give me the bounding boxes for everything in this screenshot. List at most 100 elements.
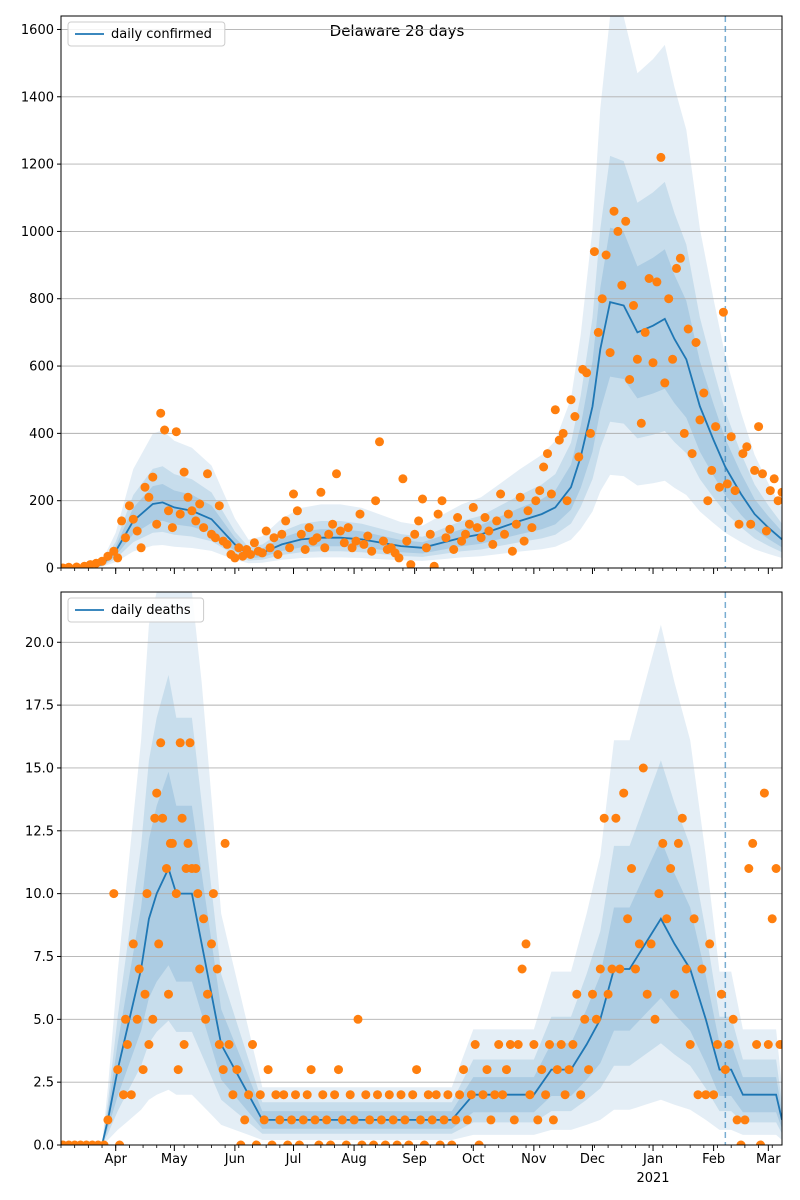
band-inner xyxy=(61,227,782,568)
observed-point xyxy=(509,1115,519,1125)
observed-point xyxy=(619,788,629,798)
x-tick-label: Aug xyxy=(341,1152,366,1167)
observed-point xyxy=(117,516,127,526)
observed-point xyxy=(99,1140,109,1145)
observed-point xyxy=(503,509,513,519)
observed-point xyxy=(617,280,627,290)
deaths-observed-points xyxy=(61,738,782,1145)
observed-point xyxy=(220,838,230,848)
y-tick-label: 1000 xyxy=(21,225,54,240)
observed-point xyxy=(685,1040,695,1049)
observed-point xyxy=(421,543,431,553)
observed-point xyxy=(433,509,443,519)
observed-point xyxy=(140,482,150,492)
observed-point xyxy=(537,1065,547,1075)
observed-point xyxy=(136,543,146,553)
observed-point xyxy=(588,989,597,999)
observed-point xyxy=(576,1090,586,1100)
observed-point xyxy=(683,324,693,334)
observed-point xyxy=(720,1065,730,1075)
observed-point xyxy=(615,964,625,974)
observed-point xyxy=(500,529,509,539)
x-tick-label: Apr xyxy=(104,1152,127,1167)
x-tick-label: May xyxy=(161,1152,188,1167)
observed-point xyxy=(121,1014,130,1024)
y-tick-label: 15.0 xyxy=(25,761,54,776)
observed-point xyxy=(261,526,271,536)
observed-point xyxy=(607,964,617,974)
observed-point xyxy=(447,1140,457,1145)
observed-point xyxy=(121,533,130,543)
observed-point xyxy=(287,1115,297,1125)
y-tick-label: 800 xyxy=(29,292,54,307)
observed-point xyxy=(535,486,545,496)
observed-point xyxy=(173,1065,183,1075)
observed-point xyxy=(716,989,726,999)
observed-point xyxy=(767,914,777,924)
observed-point xyxy=(736,1140,746,1145)
observed-point xyxy=(523,506,533,516)
observed-point xyxy=(726,432,736,442)
observed-point xyxy=(703,496,713,506)
observed-point xyxy=(251,1140,261,1145)
observed-point xyxy=(97,556,107,566)
observed-point xyxy=(359,539,369,549)
observed-point xyxy=(255,1090,265,1100)
observed-point xyxy=(339,538,349,548)
observed-point xyxy=(353,1014,363,1024)
observed-point xyxy=(625,375,635,384)
observed-point xyxy=(365,1115,375,1125)
observed-point xyxy=(324,529,334,539)
observed-point xyxy=(306,1065,316,1075)
observed-point xyxy=(416,1115,425,1125)
observed-point xyxy=(759,788,769,798)
observed-point xyxy=(754,422,764,432)
observed-point xyxy=(701,1090,711,1100)
observed-point xyxy=(259,1115,269,1125)
observed-point xyxy=(375,437,384,447)
confirmed-legend: daily confirmed xyxy=(67,21,226,47)
observed-point xyxy=(609,206,619,216)
observed-point xyxy=(605,348,615,358)
observed-point xyxy=(513,1040,523,1049)
observed-point xyxy=(611,813,621,823)
observed-point xyxy=(533,1115,543,1125)
observed-point xyxy=(597,294,607,304)
observed-point xyxy=(570,412,580,421)
observed-point xyxy=(332,469,341,479)
observed-point xyxy=(64,562,74,568)
observed-point xyxy=(148,472,158,482)
y-tick-label: 0.0 xyxy=(33,1139,54,1154)
legend-box xyxy=(67,597,205,623)
observed-point xyxy=(603,989,613,999)
observed-point xyxy=(312,533,322,543)
confirmed-observed-points xyxy=(61,152,782,568)
observed-point xyxy=(392,1140,402,1145)
observed-point xyxy=(191,864,201,873)
observed-point xyxy=(275,1115,285,1125)
observed-point xyxy=(291,1090,300,1100)
observed-point xyxy=(515,492,525,502)
confirmed-panel: 0 200 400 600 800 1000 1200 1400 1600 daily conf… xyxy=(21,15,783,577)
observed-point xyxy=(283,1140,293,1145)
observed-point xyxy=(179,467,189,477)
y-tick-label: 600 xyxy=(29,360,54,375)
observed-point xyxy=(156,738,166,748)
observed-point xyxy=(621,216,631,226)
observed-point xyxy=(679,428,689,438)
observed-point xyxy=(214,501,224,511)
observed-point xyxy=(334,1065,343,1075)
observed-point xyxy=(343,523,353,533)
observed-point xyxy=(554,435,564,445)
observed-point xyxy=(742,442,752,452)
observed-point xyxy=(244,1090,254,1100)
observed-point xyxy=(718,307,728,317)
observed-point xyxy=(752,1040,762,1049)
observed-point xyxy=(746,519,756,529)
observed-point xyxy=(378,536,388,546)
observed-point xyxy=(474,1140,484,1145)
observed-point xyxy=(183,492,193,502)
observed-point xyxy=(574,452,584,462)
observed-point xyxy=(468,502,478,512)
